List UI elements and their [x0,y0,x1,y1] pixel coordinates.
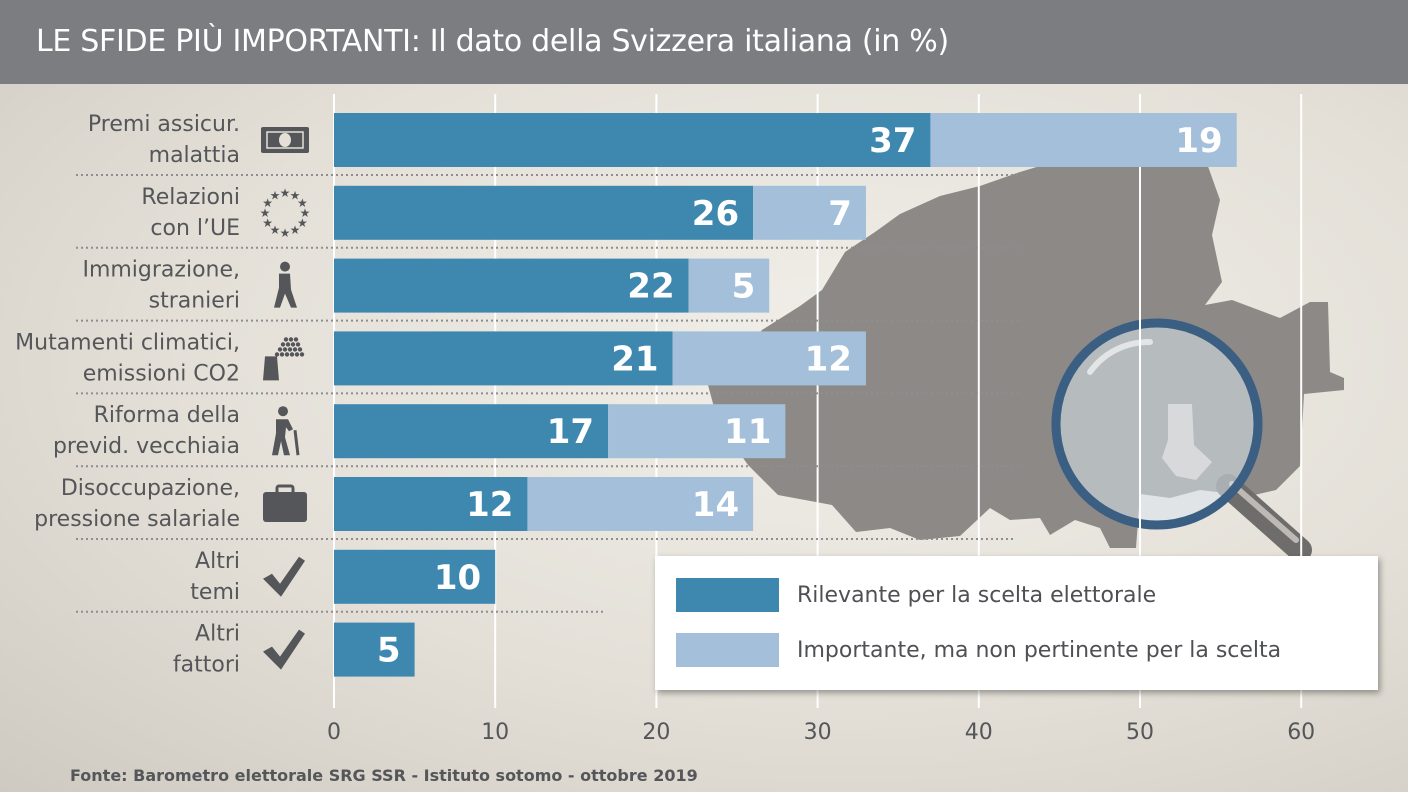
bar-important [672,331,866,386]
svg-text:★: ★ [262,216,273,230]
category-label: temi [190,580,240,605]
category-label: Riforma della [94,403,240,428]
legend-swatch-dark [676,578,779,612]
bar-important [688,258,770,313]
bar-chart: 37 19 26 7 22 5 21 12 17 11 12 14 10 5 Premi assicur.… [15,94,1344,745]
magnifier-glint [1087,338,1153,375]
bar-important [753,185,866,240]
x-tick-label: 0 [327,720,341,745]
svg-text:★: ★ [280,226,291,240]
x-tick-label: 30 [804,720,832,745]
value-label-relevant: 10 [434,558,481,598]
category-label: Disoccupazione, [61,476,240,501]
category-label: Altri [195,549,240,574]
category-label: emissioni CO2 [83,361,240,386]
svg-text:★: ★ [262,196,273,210]
bar-relevant [334,113,931,167]
legend-swatch-light [676,633,779,667]
value-label-relevant: 22 [627,267,674,307]
checkmark-icon [263,556,305,597]
svg-text:★: ★ [297,196,308,210]
factory-smoke-icon [263,337,305,381]
category-label: Immigrazione, [82,258,240,283]
title-bar: LE SFIDE PIÙ IMPORTANTI: Il dato della S… [0,0,1408,84]
legend-item-relevant: Rilevante per la scelta elettorale [676,578,1156,612]
bar-relevant [334,549,496,604]
value-label-important: 12 [805,339,852,379]
bar-relevant [334,331,673,386]
value-label-relevant: 12 [466,485,513,525]
category-label: Mutamenti climatici, [15,330,240,355]
bar-relevant [334,477,528,531]
x-tick-label: 40 [965,720,993,745]
svg-text:★: ★ [270,223,281,237]
briefcase-icon [263,484,307,522]
x-tick-label: 10 [481,720,509,745]
bar-important [930,113,1237,167]
bar-important [527,477,754,531]
svg-text:★: ★ [300,206,311,220]
bar-relevant [334,622,415,677]
legend-label-important: Importante, ma non pertinente per la sce… [797,637,1282,663]
elderly-person-cane-icon [272,406,300,456]
bar-important [608,404,786,459]
eu-stars-icon: ★★★★★★★★★ ★ ★★ [260,186,311,240]
legend: Rilevante per la scelta elettorale Impor… [655,556,1378,690]
svg-text:★: ★ [270,188,281,202]
magnifier-handle-highlight [1229,481,1299,543]
row-separators [76,174,1022,613]
bar-relevant [334,185,754,240]
bars: 37 19 26 7 22 5 21 12 17 11 12 14 10 5 [334,113,1237,677]
bar-relevant [334,258,689,313]
value-label-important: 11 [724,412,771,452]
source-note: Fonte: Barometro elettorale SRG SSR - Is… [70,766,698,785]
background-map-illustration [708,150,1344,562]
category-label: Altri [195,622,240,647]
x-tick-label: 20 [642,720,670,745]
svg-text:★: ★ [290,223,301,237]
chart-title: LE SFIDE PIÙ IMPORTANTI: Il dato della S… [36,24,949,59]
value-label-important: 14 [692,485,739,525]
magnifier-lens [1051,318,1263,530]
category-label: stranieri [149,289,240,314]
category-label: previd. vecchiaia [53,434,240,459]
svg-text:★: ★ [290,188,301,202]
checkmark-icon [263,629,305,670]
value-label-important: 7 [828,194,852,234]
banknote-icon [261,127,309,153]
category-icons: ★★★★★★★★★ ★ ★★ [260,127,311,670]
value-label-relevant: 21 [611,339,658,379]
value-label-important: 5 [732,267,756,307]
svg-text:★: ★ [297,216,308,230]
category-label: malattia [149,143,240,168]
category-label: fattori [173,653,240,678]
magnifier-handle [1216,474,1312,562]
category-label: pressione salariale [34,507,240,532]
svg-text:★: ★ [280,186,291,200]
value-label-relevant: 5 [377,631,401,671]
legend-item-important: Importante, ma non pertinente per la sce… [676,633,1281,667]
value-label-relevant: 26 [692,194,739,234]
bar-relevant [334,404,609,459]
category-label: con l’UE [150,216,240,241]
value-label-relevant: 17 [547,412,594,452]
value-label-relevant: 37 [869,121,916,161]
svg-text:★: ★ [260,206,271,220]
legend-label-relevant: Rilevante per la scelta elettorale [797,582,1157,608]
category-label: Relazioni [141,185,240,210]
value-label-important: 19 [1175,121,1222,161]
ticino-map-detail [1162,404,1212,480]
category-label: Premi assicur. [88,112,240,137]
x-axis-ticks: 0 10 20 30 40 50 60 [327,720,1315,745]
x-tick-label: 50 [1126,720,1154,745]
x-tick-label: 60 [1287,720,1315,745]
walking-person-icon [274,261,297,308]
category-labels: Premi assicur. malattia Relazioni con l’UE I… [15,112,240,678]
